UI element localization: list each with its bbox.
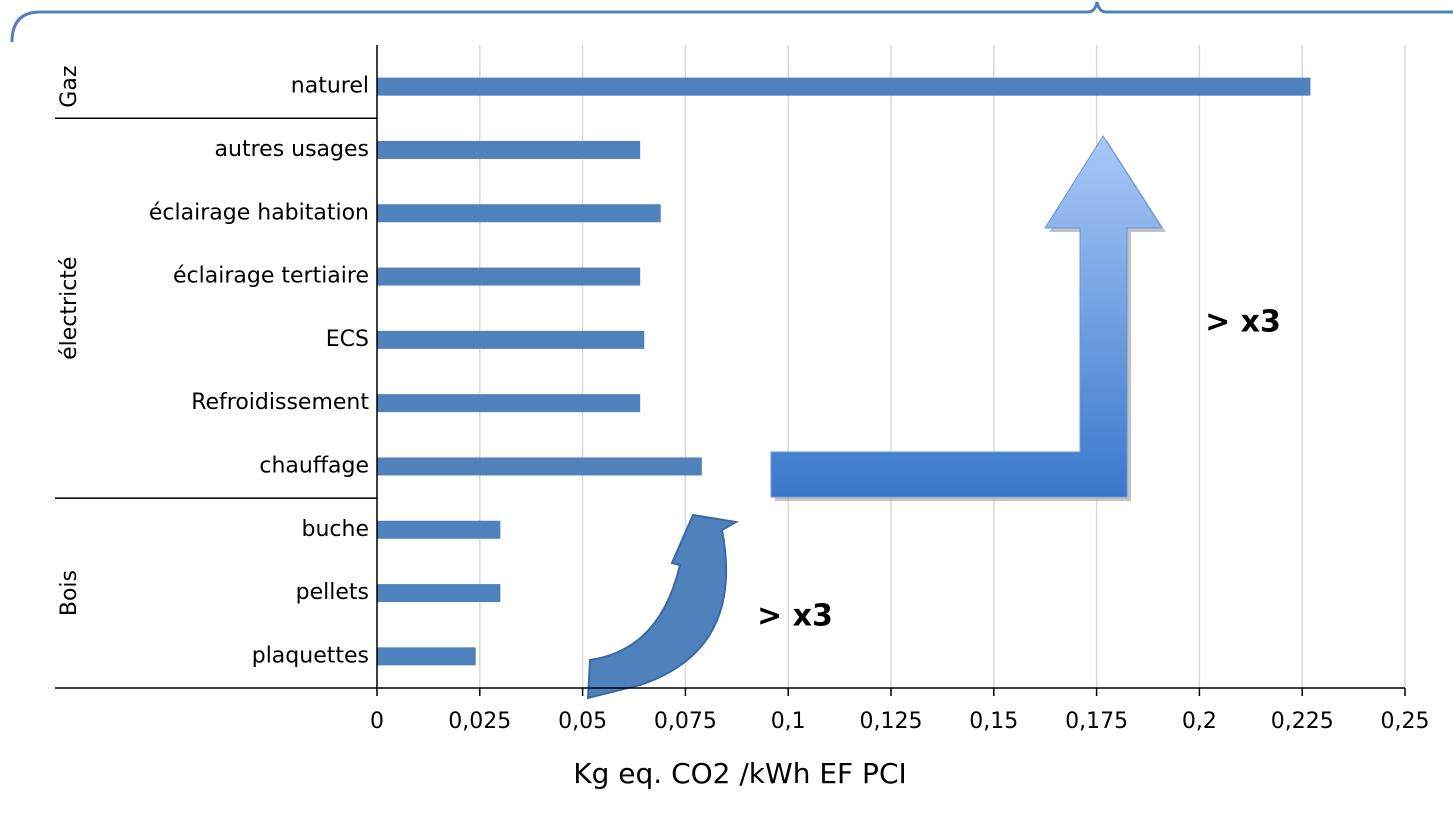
bar xyxy=(377,457,702,476)
bar xyxy=(377,267,641,286)
x-tick-label: 0,1 xyxy=(771,709,806,734)
x-tick-label: 0 xyxy=(370,709,384,734)
x-axis-title: Kg eq. CO2 /kWh EF PCI xyxy=(573,757,907,790)
annotation: > x3 xyxy=(757,599,833,634)
group-label: Bois xyxy=(57,570,82,616)
x-tick-label: 0,15 xyxy=(969,709,1018,734)
group-label: Gaz xyxy=(57,66,82,108)
y-tick-label: ECS xyxy=(326,327,369,352)
bar xyxy=(377,520,501,539)
bar xyxy=(377,140,641,159)
x-tick-label: 0,05 xyxy=(558,709,607,734)
x-tick-label: 0,225 xyxy=(1271,709,1334,734)
x-tick-label: 0,125 xyxy=(860,709,923,734)
x-tick-label: 0,075 xyxy=(654,709,717,734)
annotation: > x3 xyxy=(1205,305,1281,340)
x-tick-label: 0,175 xyxy=(1065,709,1128,734)
y-tick-label: Refroidissement xyxy=(191,390,369,415)
x-tick-label: 0,2 xyxy=(1182,709,1217,734)
y-tick-label: éclairage tertiaire xyxy=(173,264,369,289)
y-tick-label: pellets xyxy=(296,580,369,605)
bar xyxy=(377,77,1311,96)
arrows xyxy=(586,135,1166,700)
group-label: électricté xyxy=(57,257,82,360)
y-tick-label: buche xyxy=(302,517,369,542)
bar xyxy=(377,204,661,223)
y-tick-label: chauffage xyxy=(259,453,369,478)
bar xyxy=(377,330,645,349)
bracket xyxy=(10,1,1453,43)
x-tick-label: 0,025 xyxy=(448,709,511,734)
y-tick-label: plaquettes xyxy=(252,643,369,668)
y-tick-label: naturel xyxy=(291,74,369,99)
bar xyxy=(377,647,476,666)
bar xyxy=(377,394,641,413)
bar xyxy=(377,584,501,603)
y-tick-label: éclairage habitation xyxy=(149,200,369,225)
y-tick-label: autres usages xyxy=(215,137,369,162)
x-tick-label: 0,25 xyxy=(1381,709,1430,734)
